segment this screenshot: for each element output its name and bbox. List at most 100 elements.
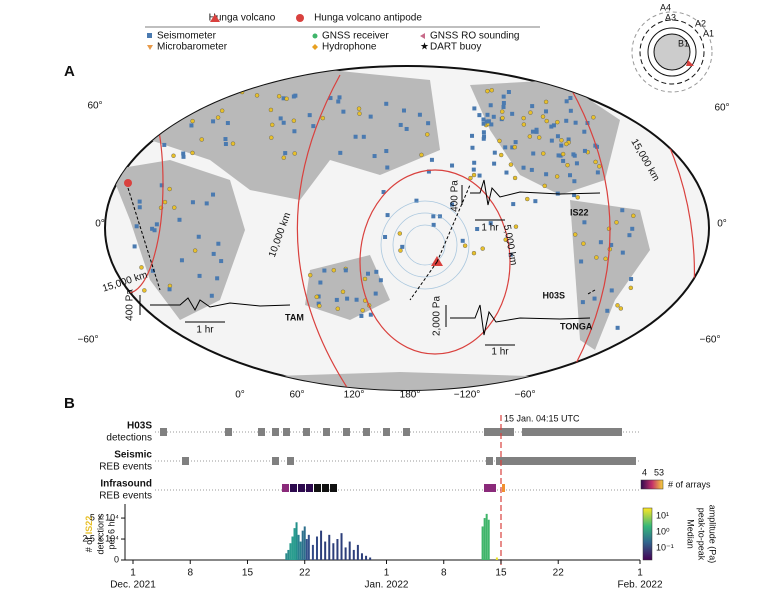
station (506, 90, 511, 95)
station (356, 106, 362, 111)
station (134, 224, 139, 229)
station (521, 165, 526, 170)
row-name: H03S (127, 421, 152, 432)
h03s-detection (522, 428, 622, 436)
inset-label: A4 (660, 2, 671, 12)
station (503, 145, 508, 150)
station (211, 192, 216, 197)
bar (324, 541, 327, 560)
panel-label: B (64, 395, 75, 412)
bar (328, 534, 331, 560)
station (139, 265, 144, 270)
station (307, 113, 312, 118)
station (254, 93, 260, 98)
bar (303, 526, 306, 560)
station (142, 288, 147, 293)
bar (344, 547, 347, 560)
station (398, 122, 403, 127)
inset: A4 A3 A2 A1 B1 (631, 2, 714, 93)
station (549, 138, 554, 143)
station (311, 124, 316, 129)
station (629, 277, 634, 282)
map: Hunga volcano Hunga volcano antipode Sei… (104, 2, 714, 391)
lon-label: 120° (344, 390, 365, 401)
bar (369, 557, 372, 560)
station (167, 283, 173, 289)
bar (483, 518, 486, 560)
station (481, 121, 486, 126)
station (598, 240, 603, 245)
hydrophone-label: H03S (542, 290, 565, 300)
station (196, 234, 201, 239)
station (504, 170, 509, 175)
legend-item: Seismometer (157, 31, 217, 42)
station (582, 129, 587, 134)
station (471, 172, 477, 178)
station (182, 94, 187, 99)
station (318, 280, 323, 285)
bar (311, 544, 314, 560)
station (593, 90, 598, 95)
panel-label: A (64, 63, 75, 80)
station (167, 186, 172, 192)
colorbar-label: Median (686, 519, 696, 549)
station (341, 109, 346, 114)
station (470, 133, 475, 138)
station (551, 123, 556, 128)
station (555, 119, 560, 125)
station (397, 231, 403, 236)
station (508, 162, 514, 167)
antipode-marker (124, 179, 132, 187)
station (331, 268, 336, 273)
station (471, 167, 476, 172)
station (597, 164, 602, 169)
colorbar-tick: 53 (654, 467, 664, 477)
station (568, 96, 573, 101)
station (154, 222, 159, 227)
h03s-detection (323, 428, 330, 436)
station (373, 291, 378, 296)
lat-label: 60° (87, 101, 102, 112)
station (544, 109, 549, 114)
amp-colorbar (642, 507, 653, 561)
station (383, 234, 388, 239)
bar (481, 526, 484, 560)
station (531, 151, 536, 156)
x-tick-label: 22 (299, 568, 311, 579)
station (419, 152, 424, 158)
station (281, 96, 286, 101)
lon-label: 0° (235, 390, 245, 401)
station (558, 153, 563, 158)
station (431, 222, 436, 227)
station (501, 104, 506, 109)
station (368, 312, 373, 317)
bar (356, 544, 359, 560)
station (566, 137, 571, 142)
station (472, 160, 477, 165)
x-tick-label: 1 (637, 568, 643, 579)
station (609, 242, 614, 247)
station (368, 114, 373, 119)
colorbar-tick: 4 (642, 467, 647, 477)
h03s-detection (258, 428, 265, 436)
x-month-label: Feb. 2022 (617, 580, 662, 591)
h03s-detection (303, 428, 310, 436)
station (564, 118, 569, 123)
h03s-detection (283, 428, 290, 436)
station (573, 120, 578, 125)
station (190, 118, 195, 124)
bar (291, 536, 294, 560)
wave-rings (380, 200, 470, 290)
bar (305, 539, 308, 560)
legend-volcano: Hunga volcano (209, 13, 276, 24)
station (335, 306, 340, 311)
station (491, 114, 496, 119)
station (485, 112, 490, 117)
legend-item: Microbarometer (157, 42, 228, 53)
station (283, 151, 288, 156)
seismic-event (287, 457, 294, 465)
duration-scale: 1 hr (491, 347, 509, 358)
station (462, 243, 468, 248)
station (281, 155, 286, 160)
station (336, 99, 341, 104)
